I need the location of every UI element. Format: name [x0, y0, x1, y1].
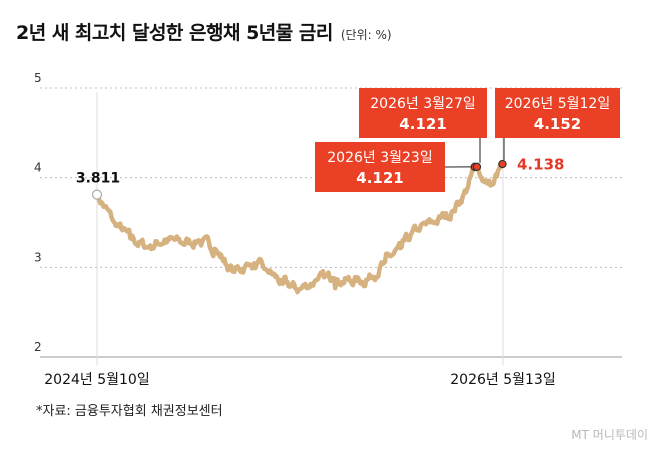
- y-tick-label: 4: [34, 161, 42, 175]
- start-value-label: 3.811: [76, 171, 120, 187]
- callout-box: [495, 88, 620, 138]
- start-point-marker: [91, 189, 103, 200]
- callout-date: 2026년 3월27일: [370, 96, 475, 112]
- source-note: *자료: 금융투자협회 채권정보센터: [36, 404, 223, 419]
- last-value-label: 4.138: [517, 155, 564, 173]
- y-tick-label: 2: [34, 340, 42, 354]
- title-row: 2년 새 최고치 달성한 은행채 5년물 금리 (단위: %): [16, 18, 392, 45]
- y-tick-label: 3: [34, 250, 42, 264]
- highlight-point-marker: [498, 159, 507, 169]
- y-tick-label: 5: [34, 71, 42, 85]
- series-line: [94, 161, 506, 295]
- x-tick-label: 2026년 5월13일: [450, 372, 555, 388]
- callout-value: 4.152: [534, 115, 581, 133]
- callout-value: 4.121: [399, 115, 446, 133]
- x-tick-label: 2024년 5월10일: [44, 372, 149, 388]
- unit-label: (단위: %): [340, 28, 392, 42]
- callout-value: 4.121: [356, 169, 403, 187]
- chart-title: 2년 새 최고치 달성한 은행채 5년물 금리: [16, 22, 333, 44]
- callout-date: 2026년 3월23일: [327, 150, 432, 166]
- highlight-point-marker: [472, 162, 482, 172]
- publisher-logo: MT 머니투데이: [571, 428, 648, 442]
- callout-date: 2026년 5월12일: [505, 96, 610, 112]
- callout-box: [359, 88, 487, 138]
- callout-box: [315, 142, 445, 192]
